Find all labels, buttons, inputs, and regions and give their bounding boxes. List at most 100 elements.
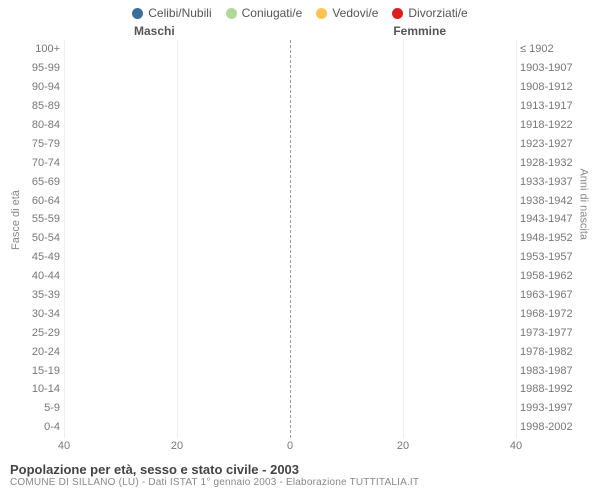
age-row: 100+≤ 1902 (64, 40, 516, 59)
age-row: 40-441958-1962 (64, 267, 516, 286)
birth-label: 1923-1927 (520, 138, 592, 150)
age-label: 70-74 (12, 157, 60, 169)
birth-label: 1938-1942 (520, 195, 592, 207)
age-label: 10-14 (12, 383, 60, 395)
bar-area (64, 419, 516, 436)
bar-area (64, 60, 516, 77)
footer-subtitle: COMUNE DI SILLANO (LU) - Dati ISTAT 1° g… (10, 477, 590, 488)
age-label: 15-19 (12, 365, 60, 377)
age-row: 60-641938-1942 (64, 191, 516, 210)
birth-label: 1963-1967 (520, 289, 592, 301)
age-row: 80-841918-1922 (64, 116, 516, 135)
legend-swatch (132, 8, 143, 19)
age-label: 85-89 (12, 100, 60, 112)
age-label: 0-4 (12, 421, 60, 433)
age-row: 0-41998-2002 (64, 418, 516, 437)
bar-area (64, 79, 516, 96)
legend-item: Coniugati/e (226, 6, 303, 20)
female-label: Femmine (393, 24, 446, 38)
bar-area (64, 154, 516, 171)
birth-label: 1953-1957 (520, 251, 592, 263)
age-row: 90-941908-1912 (64, 78, 516, 97)
age-row: 70-741928-1932 (64, 153, 516, 172)
age-label: 90-94 (12, 81, 60, 93)
age-row: 75-791923-1927 (64, 134, 516, 153)
birth-label: 1903-1907 (520, 62, 592, 74)
age-label: 60-64 (12, 195, 60, 207)
age-row: 65-691933-1937 (64, 172, 516, 191)
bar-area (64, 287, 516, 304)
bar-area (64, 400, 516, 417)
x-tick-label: 20 (171, 440, 183, 452)
bar-area (64, 305, 516, 322)
age-row: 30-341968-1972 (64, 304, 516, 323)
bar-area (64, 381, 516, 398)
gridline (516, 40, 517, 438)
age-row: 55-591943-1947 (64, 210, 516, 229)
birth-label: 1943-1947 (520, 213, 592, 225)
legend: Celibi/Nubili Coniugati/e Vedovi/e Divorzia… (4, 6, 596, 20)
bar-area (64, 211, 516, 228)
birth-label: 1948-1952 (520, 232, 592, 244)
bar-area (64, 192, 516, 209)
legend-swatch (392, 8, 403, 19)
chart-footer: Popolazione per età, sesso e stato civil… (4, 460, 596, 488)
birth-label: 1993-1997 (520, 402, 592, 414)
age-label: 95-99 (12, 62, 60, 74)
bar-area (64, 41, 516, 58)
birth-label: 1933-1937 (520, 176, 592, 188)
legend-item: Celibi/Nubili (132, 6, 211, 20)
legend-item: Vedovi/e (316, 6, 378, 20)
footer-title: Popolazione per età, sesso e stato civil… (10, 462, 590, 477)
x-axis: 40 20 0 20 40 (4, 438, 596, 460)
bar-area (64, 117, 516, 134)
bar-area (64, 362, 516, 379)
age-row: 35-391963-1967 (64, 286, 516, 305)
x-tick-label: 40 (510, 440, 522, 452)
x-tick-label: 40 (58, 440, 70, 452)
male-label: Maschi (134, 24, 175, 38)
age-label: 80-84 (12, 119, 60, 131)
bar-area (64, 135, 516, 152)
age-label: 20-24 (12, 346, 60, 358)
bar-area (64, 173, 516, 190)
age-row: 25-291973-1977 (64, 323, 516, 342)
plot-area: Fasce di età Anni di nascita 100+≤ 19029… (4, 40, 596, 438)
age-row: 5-91993-1997 (64, 399, 516, 418)
age-row: 50-541948-1952 (64, 229, 516, 248)
birth-label: ≤ 1902 (520, 43, 592, 55)
legend-item: Divorziati/e (392, 6, 467, 20)
x-tick-label: 20 (397, 440, 409, 452)
legend-label: Divorziati/e (408, 6, 467, 20)
bar-area (64, 343, 516, 360)
bar-area (64, 249, 516, 266)
bar-area (64, 324, 516, 341)
population-pyramid-chart: Celibi/Nubili Coniugati/e Vedovi/e Divorzia… (0, 0, 600, 500)
age-label: 100+ (12, 43, 60, 55)
age-row: 85-891913-1917 (64, 97, 516, 116)
x-axis-labels: 402002040 (64, 440, 516, 462)
age-label: 25-29 (12, 327, 60, 339)
age-label: 30-34 (12, 308, 60, 320)
age-label: 50-54 (12, 232, 60, 244)
birth-label: 1998-2002 (520, 421, 592, 433)
age-row: 20-241978-1982 (64, 342, 516, 361)
age-row: 95-991903-1907 (64, 59, 516, 78)
birth-label: 1908-1912 (520, 81, 592, 93)
x-tick-label: 0 (287, 440, 293, 452)
age-label: 45-49 (12, 251, 60, 263)
birth-label: 1983-1987 (520, 365, 592, 377)
bar-area (64, 230, 516, 247)
age-label: 75-79 (12, 138, 60, 150)
bar-area (64, 268, 516, 285)
legend-label: Vedovi/e (332, 6, 378, 20)
age-label: 65-69 (12, 176, 60, 188)
rows-container: 100+≤ 190295-991903-190790-941908-191285… (64, 40, 516, 438)
legend-label: Celibi/Nubili (148, 6, 211, 20)
birth-label: 1973-1977 (520, 327, 592, 339)
birth-label: 1928-1932 (520, 157, 592, 169)
age-row: 15-191983-1987 (64, 361, 516, 380)
age-row: 10-141988-1992 (64, 380, 516, 399)
birth-label: 1918-1922 (520, 119, 592, 131)
gender-labels: Maschi Femmine (4, 24, 596, 40)
